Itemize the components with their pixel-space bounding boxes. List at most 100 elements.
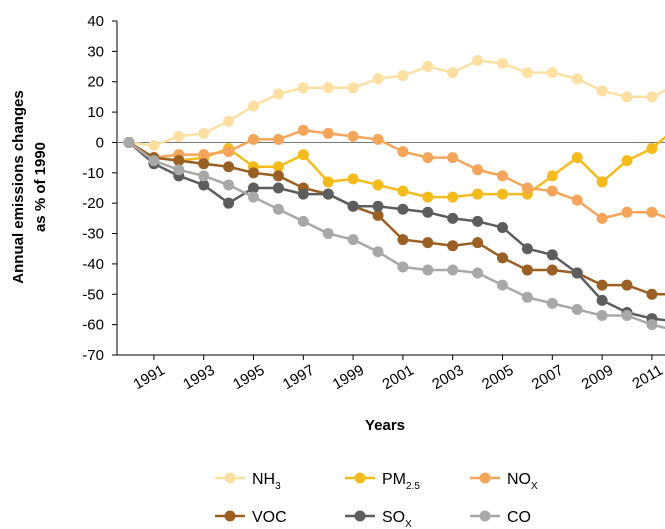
legend-label-subscript: 3 bbox=[275, 481, 281, 492]
y-tick-label: -20 bbox=[82, 195, 104, 212]
data-point bbox=[546, 297, 558, 309]
data-point bbox=[347, 200, 359, 212]
data-point bbox=[521, 291, 533, 303]
data-point bbox=[223, 161, 235, 173]
series-co bbox=[123, 136, 665, 331]
x-tick-label: 2007 bbox=[529, 362, 566, 393]
y-tick-label: 40 bbox=[87, 13, 104, 30]
data-point bbox=[571, 303, 583, 315]
legend-item-so: SOX bbox=[345, 509, 412, 529]
y-axis-label-line2: as % of 1990 bbox=[32, 142, 49, 232]
data-point bbox=[397, 234, 409, 246]
data-point bbox=[148, 139, 160, 151]
x-tick-label: 1993 bbox=[180, 362, 217, 393]
series-line bbox=[128, 59, 665, 147]
data-point bbox=[497, 279, 508, 291]
data-point bbox=[347, 130, 359, 142]
data-point bbox=[223, 146, 235, 158]
data-point bbox=[497, 252, 508, 264]
data-point bbox=[571, 267, 583, 279]
data-point bbox=[372, 179, 384, 191]
legend-swatch-marker bbox=[354, 472, 366, 484]
data-point bbox=[372, 200, 384, 212]
series-no bbox=[123, 124, 665, 224]
legend-label-subscript: X bbox=[531, 481, 538, 492]
data-point bbox=[272, 161, 284, 173]
data-point bbox=[347, 234, 359, 246]
data-point bbox=[372, 209, 384, 221]
data-point bbox=[447, 264, 459, 276]
data-point bbox=[322, 176, 334, 188]
data-point bbox=[472, 237, 484, 249]
data-point bbox=[596, 176, 608, 188]
data-point bbox=[472, 188, 484, 200]
data-point bbox=[297, 215, 309, 227]
data-point bbox=[248, 133, 259, 145]
data-point bbox=[322, 82, 334, 94]
legend-item-voc: VOC bbox=[215, 509, 287, 526]
x-tick-label: 2001 bbox=[379, 362, 416, 393]
data-point bbox=[447, 240, 459, 252]
y-tick-label: 30 bbox=[87, 43, 104, 60]
data-point bbox=[621, 155, 633, 167]
data-point bbox=[497, 221, 508, 233]
data-point bbox=[173, 164, 185, 176]
data-point bbox=[248, 191, 259, 203]
data-point bbox=[646, 91, 658, 103]
data-point bbox=[173, 155, 185, 167]
data-point bbox=[198, 158, 210, 170]
data-point bbox=[297, 82, 309, 94]
data-point bbox=[223, 179, 235, 191]
data-point bbox=[447, 212, 459, 224]
data-point bbox=[297, 149, 309, 161]
data-point bbox=[546, 67, 558, 79]
x-tick-label: 1995 bbox=[230, 362, 267, 393]
y-axis-label-line1: Annual emissions changes bbox=[10, 90, 27, 283]
data-point bbox=[248, 167, 259, 179]
data-point bbox=[521, 67, 533, 79]
data-point bbox=[646, 319, 658, 331]
legend-item-no: NOX bbox=[470, 471, 538, 492]
data-point bbox=[646, 206, 658, 218]
data-point bbox=[372, 133, 384, 145]
legend-label-subscript: 2.5 bbox=[406, 481, 420, 492]
data-point bbox=[621, 279, 633, 291]
legend-label: VOC bbox=[252, 509, 287, 526]
y-tick-label: 20 bbox=[87, 74, 104, 91]
legend-label: NH3 bbox=[252, 471, 281, 492]
data-point bbox=[248, 182, 259, 194]
data-point bbox=[497, 170, 508, 182]
data-point bbox=[596, 279, 608, 291]
data-point bbox=[422, 264, 434, 276]
data-point bbox=[198, 127, 210, 139]
data-point bbox=[571, 194, 583, 206]
data-point bbox=[173, 130, 185, 142]
legend-swatch-marker bbox=[479, 472, 491, 484]
data-point bbox=[347, 173, 359, 185]
legend-item-nh: NH3 bbox=[215, 471, 281, 492]
data-point bbox=[422, 61, 434, 73]
data-point bbox=[372, 246, 384, 258]
x-axis: 1991 1993 1995 1997 1999 2001 2003 2005 2007 2009… bbox=[117, 141, 665, 393]
data-point bbox=[223, 115, 235, 127]
data-point bbox=[546, 185, 558, 197]
data-point bbox=[472, 164, 484, 176]
y-tick-label: 10 bbox=[87, 104, 104, 121]
y-axis: 40 30 20 10 0 -10 -20 -30 -40 -50 -60 -70 bbox=[82, 13, 118, 364]
data-point bbox=[472, 54, 484, 66]
x-tick-label: 2003 bbox=[429, 362, 466, 393]
data-point bbox=[397, 203, 409, 215]
x-tick-label: 2005 bbox=[479, 362, 516, 393]
legend-label: NOX bbox=[507, 471, 538, 492]
legend-swatch-marker bbox=[224, 472, 236, 484]
data-point bbox=[621, 206, 633, 218]
data-point bbox=[422, 191, 434, 203]
data-point bbox=[372, 73, 384, 85]
data-point bbox=[322, 228, 334, 240]
data-point bbox=[272, 88, 284, 100]
y-tick-label: -10 bbox=[82, 165, 104, 182]
data-point bbox=[322, 127, 334, 139]
data-point bbox=[297, 188, 309, 200]
data-point bbox=[571, 73, 583, 85]
series-voc bbox=[123, 136, 665, 300]
